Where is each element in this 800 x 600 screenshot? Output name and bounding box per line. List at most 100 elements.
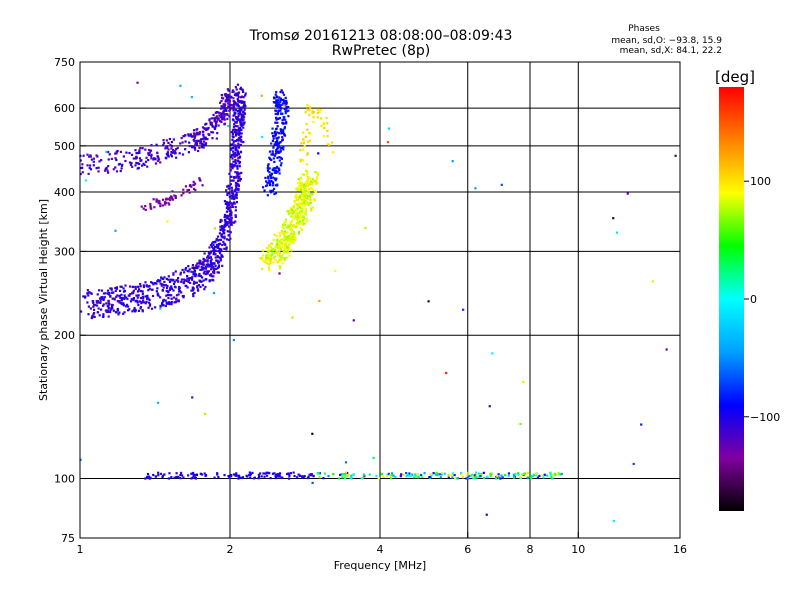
echo-point bbox=[341, 476, 344, 479]
echo-point bbox=[189, 133, 192, 136]
echo-point bbox=[280, 107, 283, 110]
echo-point bbox=[215, 120, 218, 123]
echo-point bbox=[309, 106, 312, 109]
echo-point bbox=[202, 137, 205, 140]
echo-point bbox=[277, 473, 281, 476]
echo-point bbox=[166, 284, 169, 288]
echo-point bbox=[206, 272, 209, 275]
echo-point bbox=[300, 204, 303, 207]
echo-point bbox=[114, 157, 117, 160]
echo-point bbox=[269, 254, 272, 257]
echo-point bbox=[180, 474, 184, 477]
echo-point bbox=[278, 244, 281, 247]
echo-point bbox=[283, 107, 286, 111]
echo-point bbox=[165, 294, 168, 297]
echo-point bbox=[228, 218, 231, 221]
echo-point bbox=[227, 93, 230, 97]
echo-point bbox=[155, 198, 158, 201]
echo-point bbox=[203, 412, 207, 416]
echo-point bbox=[242, 104, 246, 107]
echo-point bbox=[295, 187, 298, 190]
echo-point bbox=[128, 151, 131, 155]
echo-point bbox=[197, 274, 200, 277]
echo-point bbox=[231, 167, 234, 170]
echo-point bbox=[163, 201, 167, 204]
echo-point bbox=[132, 309, 136, 312]
echo-point bbox=[213, 120, 216, 123]
echo-point bbox=[236, 138, 240, 141]
echo-point bbox=[209, 243, 213, 247]
echo-point bbox=[197, 149, 200, 153]
echo-point bbox=[181, 268, 184, 272]
echo-point bbox=[284, 242, 288, 245]
echo-point bbox=[278, 141, 281, 145]
echo-point bbox=[462, 308, 465, 311]
echo-point bbox=[308, 181, 311, 184]
echo-point bbox=[283, 244, 287, 247]
echo-point bbox=[475, 471, 478, 474]
echo-point bbox=[235, 188, 238, 191]
echo-point bbox=[278, 103, 281, 106]
echo-point bbox=[513, 475, 516, 478]
echo-point bbox=[152, 283, 155, 286]
echo-point bbox=[187, 279, 191, 282]
echo-point bbox=[276, 139, 279, 142]
echo-point bbox=[226, 223, 229, 226]
echo-point bbox=[309, 201, 312, 204]
echo-point bbox=[249, 476, 252, 479]
echo-point bbox=[235, 472, 238, 475]
echo-point bbox=[155, 282, 158, 285]
echo-point bbox=[237, 144, 240, 147]
echo-point bbox=[236, 132, 240, 135]
echo-point bbox=[295, 226, 298, 229]
echo-point bbox=[203, 472, 206, 475]
echo-point bbox=[266, 164, 270, 167]
echo-point bbox=[150, 144, 153, 147]
echo-point bbox=[319, 109, 322, 112]
echo-point bbox=[314, 190, 317, 193]
echo-point bbox=[134, 157, 138, 160]
echo-point bbox=[197, 284, 201, 287]
echo-point bbox=[289, 235, 293, 238]
echo-point bbox=[278, 243, 281, 246]
echo-point bbox=[220, 248, 223, 251]
echo-point bbox=[226, 117, 229, 121]
echo-point bbox=[265, 254, 269, 257]
echo-point bbox=[311, 111, 314, 114]
echo-point bbox=[220, 234, 223, 237]
echo-point bbox=[232, 136, 235, 139]
echo-point bbox=[198, 146, 201, 149]
echo-point bbox=[236, 98, 239, 101]
echo-point bbox=[167, 275, 170, 278]
colorbar-tick-label: 0 bbox=[750, 293, 757, 306]
echo-point bbox=[278, 240, 281, 243]
echo-point bbox=[148, 304, 152, 307]
echo-point bbox=[190, 289, 193, 292]
echo-point bbox=[227, 125, 230, 128]
echo-point bbox=[223, 200, 227, 203]
echo-point bbox=[298, 182, 302, 185]
echo-point bbox=[289, 207, 292, 210]
echo-point bbox=[217, 111, 220, 114]
echo-point bbox=[223, 235, 226, 238]
echo-point bbox=[310, 182, 313, 185]
echo-point bbox=[192, 135, 195, 138]
echo-point bbox=[166, 151, 169, 154]
echo-point bbox=[233, 101, 236, 104]
echo-point bbox=[276, 261, 279, 264]
echo-point bbox=[213, 476, 216, 479]
echo-point bbox=[157, 202, 160, 205]
echo-point bbox=[220, 105, 223, 108]
echo-point bbox=[172, 289, 175, 292]
echo-point bbox=[215, 122, 218, 125]
echo-point bbox=[288, 244, 291, 247]
echo-point bbox=[227, 187, 230, 190]
echo-point bbox=[275, 243, 278, 247]
echo-point bbox=[232, 97, 235, 100]
echo-point bbox=[180, 280, 183, 283]
echo-point bbox=[318, 299, 321, 303]
echo-point bbox=[124, 159, 127, 163]
echo-point bbox=[417, 472, 420, 476]
echo-point bbox=[231, 205, 234, 209]
echo-point bbox=[512, 476, 516, 479]
